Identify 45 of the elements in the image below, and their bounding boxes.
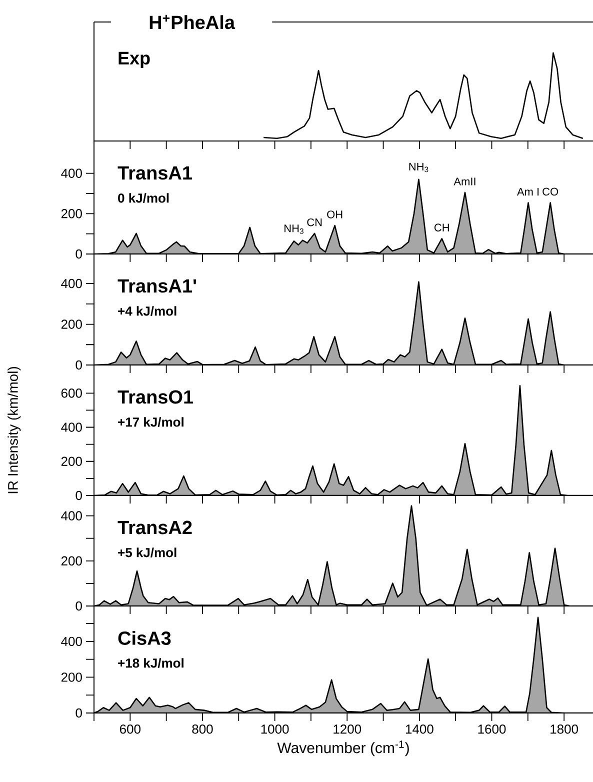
annotation: CN [307, 218, 322, 226]
y-tick-label: 200 [61, 456, 82, 466]
y-tick-label: 200 [61, 209, 82, 218]
y-tick-label: 600 [61, 388, 82, 398]
y-tick-label: 400 [61, 511, 82, 520]
chart-title: H$^{+}$PheAla [150, 14, 236, 30]
x-tick-label: 1600 [478, 724, 506, 734]
text: TransA2 [118, 520, 192, 534]
y-tick-label: 400 [61, 422, 82, 432]
x-tick-label: 1400 [406, 724, 434, 734]
text: TransA1' [118, 279, 196, 293]
y-tick-label: 200 [61, 556, 82, 566]
annotation: AmII [454, 178, 476, 186]
y-tick-label: 200 [61, 672, 82, 682]
y-axis-title: IR Intensity (km/mol) [8, 366, 21, 494]
text: TransA1 [118, 166, 192, 180]
y-tick-label: 400 [61, 168, 82, 178]
text: +5 kJ/mol [118, 548, 176, 558]
annotation: CO [542, 188, 558, 196]
y-tick-label: 0 [76, 708, 82, 718]
x-axis-title: Wavenumber (cm$^{-1}$) [277, 740, 409, 756]
y-tick-label: 0 [76, 360, 82, 370]
annotation: CH [434, 224, 449, 232]
text: 0 kJ/mol [118, 193, 169, 203]
text: TransO1 [118, 390, 194, 404]
annotation: OH [327, 210, 342, 218]
x-tick-label: 800 [192, 724, 213, 734]
y-tick-label: 400 [61, 278, 82, 288]
x-tick-label: 1800 [550, 724, 578, 734]
annotation: NH$_{3}$ [284, 224, 304, 234]
annotation: NH$_{3}$ [409, 162, 428, 172]
annotation: Am I [516, 188, 539, 196]
y-tick-label: 0 [76, 490, 82, 500]
text: CisA3 [118, 631, 171, 645]
y-tick-label: 0 [76, 249, 82, 259]
x-tick-label: 1000 [261, 724, 289, 734]
chart-subtitle: Exp [118, 52, 150, 68]
x-tick-label: 600 [120, 724, 140, 734]
y-tick-label: 0 [76, 601, 82, 611]
text: +17 kJ/mol [118, 417, 184, 427]
y-tick-label: 200 [61, 320, 82, 329]
text: +18 kJ/mol [118, 658, 184, 668]
x-tick-label: 1200 [334, 724, 362, 734]
text: +4 kJ/mol [118, 306, 176, 316]
y-tick-label: 400 [61, 636, 82, 646]
